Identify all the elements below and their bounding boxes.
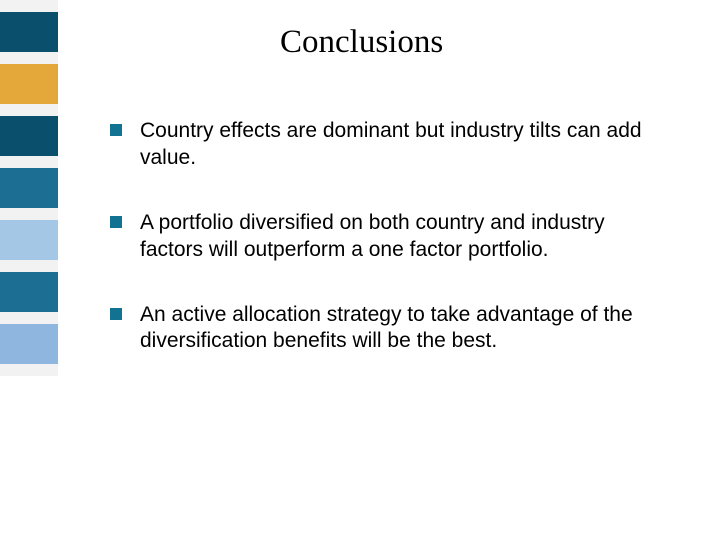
sidebar-stripe	[0, 324, 58, 364]
square-bullet-icon	[110, 308, 122, 320]
sidebar-stripe	[0, 312, 58, 324]
sidebar-stripe	[0, 116, 58, 156]
list-item-text: Country effects are dominant but industr…	[140, 118, 670, 172]
bullet-list: Country effects are dominant but industr…	[110, 118, 670, 393]
sidebar-stripe	[0, 52, 58, 64]
square-bullet-icon	[110, 124, 122, 136]
sidebar-stripe	[0, 168, 58, 208]
list-item: An active allocation strategy to take ad…	[110, 302, 670, 356]
slide-title: Conclusions	[280, 24, 443, 61]
sidebar-stripe	[0, 220, 58, 260]
sidebar-stripe	[0, 104, 58, 116]
list-item-text: An active allocation strategy to take ad…	[140, 302, 670, 356]
sidebar-stripe	[0, 208, 58, 220]
list-item: A portfolio diversified on both country …	[110, 210, 670, 264]
sidebar-stripe	[0, 272, 58, 312]
square-bullet-icon	[110, 216, 122, 228]
sidebar-stripe	[0, 156, 58, 168]
sidebar-stripe	[0, 0, 58, 12]
decorative-sidebar	[0, 0, 58, 540]
sidebar-stripe	[0, 12, 58, 52]
sidebar-stripe	[0, 260, 58, 272]
sidebar-stripe	[0, 364, 58, 376]
list-item-text: A portfolio diversified on both country …	[140, 210, 670, 264]
sidebar-stripe	[0, 376, 58, 540]
sidebar-stripe	[0, 64, 58, 104]
list-item: Country effects are dominant but industr…	[110, 118, 670, 172]
